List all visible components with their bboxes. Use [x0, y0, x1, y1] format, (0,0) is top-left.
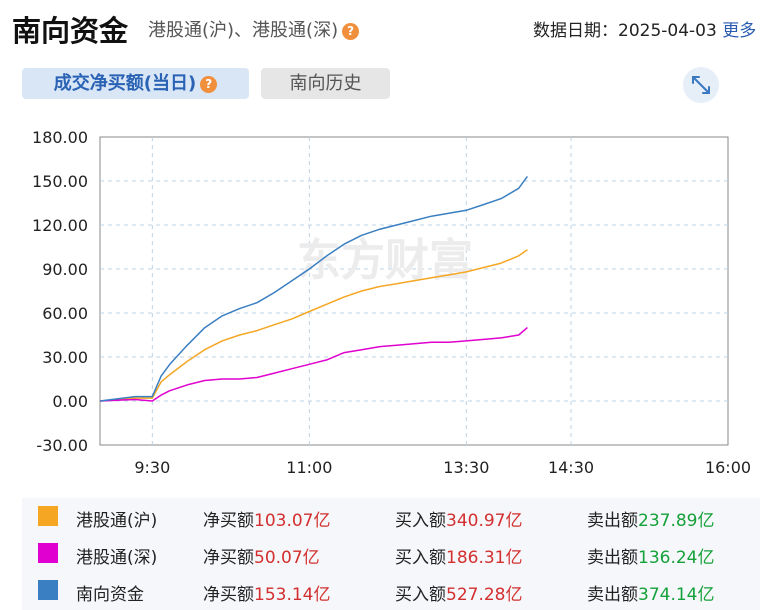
legend-row-sh: 港股通(沪) 净买额103.07亿 买入额340.97亿 卖出额237.89亿	[22, 498, 760, 535]
legend-sell: 卖出额374.14亿	[587, 580, 714, 605]
legend-panel: 港股通(沪) 净买额103.07亿 买入额340.97亿 卖出额237.89亿 …	[22, 498, 760, 610]
watermark-text: 东方财富	[297, 235, 473, 286]
x-tick-label: 9:30	[134, 458, 170, 477]
page-title: 南向资金	[12, 14, 129, 48]
legend-sell: 卖出额237.89亿	[587, 506, 714, 531]
sell-label: 卖出额	[587, 548, 638, 568]
buy-value: 527.28亿	[446, 585, 523, 605]
date-value: 2025-04-03	[618, 21, 717, 41]
y-tick-label: 30.00	[42, 348, 88, 367]
legend-name: 南向资金	[76, 585, 144, 605]
legend-swatch	[38, 506, 58, 526]
net-value: 153.14亿	[254, 585, 331, 605]
series-line-total	[99, 175, 529, 402]
date-label: 数据日期：	[533, 21, 618, 41]
x-tick-label: 14:30	[548, 458, 594, 477]
legend-swatch	[38, 543, 58, 563]
net-label: 净买额	[203, 585, 254, 605]
legend-buy: 买入额340.97亿	[395, 506, 522, 531]
buy-value: 340.97亿	[446, 511, 523, 531]
sell-value: 136.24亿	[638, 548, 715, 568]
tab-net-buy-today[interactable]: 成交净买额(当日)?	[22, 68, 249, 99]
tab-net-buy-today-label: 成交净买额(当日)	[53, 73, 197, 94]
buy-label: 买入额	[395, 511, 446, 531]
net-label: 净买额	[203, 548, 254, 568]
y-tick-label: 180.00	[32, 128, 88, 147]
y-tick-label: 150.00	[32, 172, 88, 191]
net-value: 50.07亿	[254, 548, 320, 568]
page-header: 南向资金 港股通(沪)、港股通(深)? 数据日期：2025-04-03 更多	[0, 0, 760, 56]
more-link[interactable]: 更多	[722, 21, 757, 41]
y-tick-label: 0.00	[52, 392, 88, 411]
sell-value: 374.14亿	[638, 585, 715, 605]
buy-value: 186.31亿	[446, 548, 523, 568]
page-subtitle: 港股通(沪)、港股通(深)?	[148, 16, 360, 42]
y-tick-label: 60.00	[42, 304, 88, 323]
y-tick-label: 90.00	[42, 260, 88, 279]
plot-frame	[99, 136, 729, 446]
expand-icon	[692, 76, 710, 94]
net-value: 103.07亿	[254, 511, 331, 531]
help-icon[interactable]: ?	[200, 75, 218, 93]
legend-name: 港股通(深)	[76, 548, 158, 568]
legend-row-sz: 港股通(深) 净买额50.07亿 买入额186.31亿 卖出额136.24亿	[22, 535, 760, 572]
sell-label: 卖出额	[587, 585, 638, 605]
net-label: 净买额	[203, 511, 254, 531]
legend-name: 港股通(沪)	[76, 511, 158, 531]
series-line-sz	[99, 327, 528, 402]
data-date: 数据日期：2025-04-03 更多	[533, 16, 756, 41]
buy-label: 买入额	[395, 585, 446, 605]
y-tick-label: 120.00	[32, 216, 88, 235]
legend-sell: 卖出额136.24亿	[587, 543, 714, 568]
legend-net: 净买额50.07亿	[203, 543, 320, 568]
legend-net: 净买额103.07亿	[203, 506, 330, 531]
tab-southbound-history[interactable]: 南向历史	[261, 68, 390, 99]
sell-value: 237.89亿	[638, 511, 715, 531]
legend-buy: 买入额186.31亿	[395, 543, 522, 568]
help-icon[interactable]: ?	[342, 22, 360, 40]
x-tick-label: 16:00	[705, 458, 751, 477]
legend-buy: 买入额527.28亿	[395, 580, 522, 605]
subtitle-text: 港股通(沪)、港股通(深)	[148, 20, 339, 41]
x-tick-label: 13:30	[443, 458, 489, 477]
legend-row-total: 南向资金 净买额153.14亿 买入额527.28亿 卖出额374.14亿	[22, 572, 760, 609]
net-buy-line-chart: 东方财富 180.00 150.00 120.00 90.00 60.00 30.00 0.…	[32, 128, 751, 477]
x-tick-label: 11:00	[286, 458, 332, 477]
y-tick-label: -30.00	[36, 436, 88, 455]
legend-net: 净买额153.14亿	[203, 580, 330, 605]
buy-label: 买入额	[395, 548, 446, 568]
legend-swatch	[38, 580, 58, 600]
sell-label: 卖出额	[587, 511, 638, 531]
expand-button[interactable]	[683, 67, 719, 103]
series-line-sh	[99, 249, 528, 402]
